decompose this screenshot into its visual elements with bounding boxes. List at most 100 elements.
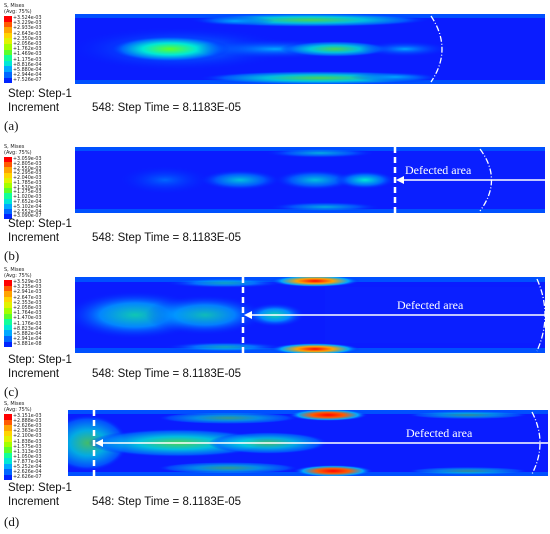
legend-value: +7.877e-04 <box>13 459 42 465</box>
legend-swatch <box>4 208 12 215</box>
legend-swatch <box>4 177 12 183</box>
legend-value: +1.575e-03 <box>13 444 42 450</box>
panel-label: (b) <box>4 248 20 263</box>
defect-label: Defected area <box>397 298 464 312</box>
legend-swatch <box>4 474 12 480</box>
stress-legend: S, Mises (Avg: 75%) +3.529e-03 +3.235e-0… <box>4 267 42 348</box>
increment-label: Increment <box>8 232 60 244</box>
legend-value: +2.626e-03 <box>13 424 42 430</box>
legend-title: S, Mises <box>4 401 25 407</box>
legend-swatch <box>4 324 12 331</box>
increment-label: Increment <box>8 496 60 508</box>
legend-swatch <box>4 214 12 220</box>
legend-swatch <box>4 341 12 348</box>
legend-value: +1.020e-03 <box>13 195 42 201</box>
legend-swatch <box>4 313 12 320</box>
arrow-head-icon <box>95 439 103 447</box>
legend-value: +1.175e-03 <box>13 57 42 63</box>
legend-value: +1.275e-03 <box>13 190 42 196</box>
legend-swatch <box>4 60 12 67</box>
increment-value: 548: Step Time = 8.1183E-05 <box>92 496 242 508</box>
legend-value: +3.235e-03 <box>13 285 42 291</box>
legend-value: +1.470e-03 <box>13 316 42 322</box>
panel-b: S, Mises (Avg: 75%) +3.059e-03 +2.805e-0… <box>0 136 550 270</box>
legend-swatch <box>4 280 12 286</box>
legend-swatch <box>4 182 12 189</box>
legend-swatch <box>4 55 12 61</box>
increment-label: Increment <box>8 368 60 380</box>
legend-value: +2.941e-04 <box>13 337 42 343</box>
stress-contour-plot <box>75 14 545 84</box>
legend-value: +1.176e-03 <box>13 321 42 327</box>
increment-value: 548: Step Time = 8.1183E-05 <box>92 102 242 114</box>
legend-value: +1.785e-03 <box>13 180 42 186</box>
stress-contour-plot: Defected area <box>68 410 548 476</box>
stress-legend: S, Mises (Avg: 75%) +3.151e-03 +2.888e-0… <box>4 401 42 480</box>
legend-swatch <box>4 463 12 469</box>
legend-value: +2.100e-03 <box>13 434 42 440</box>
legend-value: +2.941e-03 <box>13 290 42 296</box>
legend-swatch <box>4 203 12 209</box>
legend-value: +2.353e-03 <box>13 300 42 306</box>
legend-swatch <box>4 419 12 425</box>
legend-value: +2.805e-03 <box>13 161 42 167</box>
legend-swatch <box>4 27 12 33</box>
legend-value: +2.552e-04 <box>13 209 42 215</box>
panel-label: (d) <box>4 514 20 529</box>
legend-value: +5.880e-04 <box>13 67 42 73</box>
legend-value: +2.040e-03 <box>13 176 42 182</box>
boundary-arc <box>430 15 443 83</box>
legend-value: +1.313e-03 <box>13 449 42 455</box>
legend-title: S, Mises <box>4 267 25 273</box>
legend-swatch <box>4 32 12 39</box>
legend-swatch <box>4 193 12 199</box>
legend-value: +5.102e-04 <box>13 204 42 210</box>
legend-value: +2.058e-03 <box>13 306 42 312</box>
panel-c: S, Mises (Avg: 75%) +3.529e-03 +3.235e-0… <box>0 267 550 402</box>
legend-subtitle: (Avg: 75%) <box>4 8 32 15</box>
legend-value: +2.626e-04 <box>13 470 42 476</box>
legend-value: +7.652e-04 <box>13 200 42 206</box>
legend-swatch <box>4 447 12 453</box>
legend-color-scale <box>4 280 12 348</box>
increment-value: 548: Step Time = 8.1183E-05 <box>92 368 242 380</box>
legend-value: +7.526e-07 <box>13 78 42 84</box>
legend-swatch <box>4 414 12 420</box>
increment-line: Increment 548: Step Time = 8.1183E-05 <box>8 232 241 245</box>
legend-swatch <box>4 302 12 308</box>
legend-value: +2.350e-03 <box>13 36 42 42</box>
legend-swatch <box>4 77 12 84</box>
step-text: Step: Step-1 <box>8 218 72 230</box>
defect-label: Defected area <box>406 426 473 440</box>
legend-subtitle: (Avg: 75%) <box>4 272 32 279</box>
legend-swatch <box>4 71 12 78</box>
legend-color-scale <box>4 157 12 220</box>
legend-swatch <box>4 43 12 50</box>
panel-label: (a) <box>4 118 19 133</box>
legend-value: +1.050e-03 <box>13 454 42 460</box>
step-text: Step: Step-1 <box>8 482 72 494</box>
arrow-head-icon <box>396 176 404 184</box>
legend-swatch <box>4 157 12 163</box>
legend-swatch <box>4 16 12 22</box>
legend-value: +2.363e-03 <box>13 429 42 435</box>
legend-value: +2.647e-03 <box>13 295 42 301</box>
legend-swatch <box>4 188 12 194</box>
legend-value: +3.529e-03 <box>13 280 42 286</box>
legend-value: +1.469e-03 <box>13 52 42 58</box>
legend-swatch <box>4 452 12 458</box>
legend-swatch <box>4 425 12 431</box>
legend-value: +3.524e-03 <box>13 16 42 22</box>
legend-swatch <box>4 38 12 44</box>
legend-value: +2.550e-03 <box>13 166 42 172</box>
legend-swatch <box>4 319 12 325</box>
increment-value: 548: Step Time = 8.1183E-05 <box>92 232 242 244</box>
legend-value: +3.059e-03 <box>13 156 42 162</box>
defect-label: Defected area <box>405 163 472 177</box>
legend-value: +2.944e-04 <box>13 73 42 79</box>
legend-value: +5.252e-04 <box>13 464 42 470</box>
legend-swatch <box>4 335 12 342</box>
legend-value: +2.888e-03 <box>13 419 42 425</box>
legend-swatch <box>4 285 12 292</box>
legend-value: +2.643e-03 <box>13 31 42 37</box>
